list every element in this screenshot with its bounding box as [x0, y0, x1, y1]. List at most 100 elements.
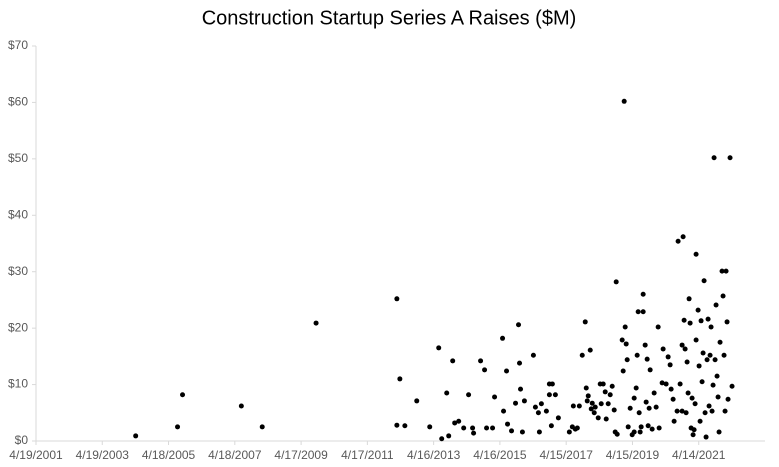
chart-title: Construction Startup Series A Raises ($M…	[202, 7, 577, 29]
x-tick-label: 4/19/2001	[9, 448, 63, 462]
point	[584, 398, 590, 404]
point	[538, 401, 544, 407]
point	[721, 352, 727, 358]
point	[707, 352, 713, 358]
point	[576, 403, 582, 409]
point	[655, 324, 661, 330]
point	[635, 309, 641, 315]
point	[659, 380, 665, 386]
point	[500, 335, 506, 341]
x-tick-label: 4/17/2011	[341, 448, 394, 462]
point	[645, 423, 651, 429]
point	[677, 381, 683, 387]
point	[603, 416, 609, 422]
point	[687, 320, 693, 326]
point	[589, 400, 595, 406]
point	[660, 346, 666, 352]
point	[621, 98, 627, 104]
point	[492, 394, 498, 400]
point	[674, 408, 680, 414]
point	[598, 401, 604, 407]
point	[546, 392, 552, 398]
point	[627, 405, 633, 411]
x-tick-label: 4/19/2003	[76, 448, 130, 462]
point	[636, 410, 642, 416]
point	[452, 420, 458, 426]
point	[690, 432, 696, 438]
point	[704, 357, 710, 363]
point	[600, 381, 606, 387]
y-tick-label: $30	[8, 264, 28, 278]
point	[693, 251, 699, 257]
x-tick-label: 4/14/2021	[672, 448, 726, 462]
point	[703, 434, 709, 440]
point	[549, 381, 555, 387]
point	[692, 401, 698, 407]
point	[640, 309, 646, 315]
point	[679, 408, 685, 414]
point	[705, 316, 711, 322]
point	[689, 395, 695, 401]
point	[607, 392, 613, 398]
point	[509, 428, 515, 434]
point	[614, 431, 620, 437]
point	[439, 436, 445, 442]
point	[504, 368, 510, 374]
point	[133, 433, 139, 439]
y-tick-label: $70	[8, 38, 28, 52]
point	[585, 393, 591, 399]
point	[671, 418, 677, 424]
point	[394, 296, 400, 302]
point	[470, 425, 476, 431]
point	[670, 396, 676, 402]
point	[685, 390, 691, 396]
point	[700, 350, 706, 356]
point	[682, 346, 688, 352]
point	[450, 358, 456, 364]
point	[402, 423, 408, 429]
point	[471, 430, 477, 436]
point	[651, 390, 657, 396]
point	[444, 390, 450, 396]
point	[633, 385, 639, 391]
point	[697, 418, 703, 424]
point	[519, 429, 525, 435]
point	[647, 367, 653, 373]
point	[710, 382, 716, 388]
point	[646, 405, 652, 411]
point	[696, 363, 702, 369]
y-tick-label: $10	[8, 377, 28, 391]
point	[729, 383, 735, 389]
point	[622, 324, 628, 330]
point	[583, 385, 589, 391]
point	[490, 425, 496, 431]
point	[722, 408, 728, 414]
point	[582, 319, 588, 325]
point	[712, 357, 718, 363]
point	[611, 407, 617, 413]
point	[637, 429, 643, 435]
point	[699, 379, 705, 385]
point	[461, 425, 467, 431]
point	[714, 373, 720, 379]
point	[695, 307, 701, 313]
point	[517, 360, 523, 366]
point	[530, 352, 536, 358]
point	[602, 389, 608, 395]
point	[175, 424, 181, 430]
point	[711, 155, 717, 161]
x-tick-label: 4/15/2017	[539, 448, 593, 462]
point	[624, 357, 630, 363]
point	[631, 395, 637, 401]
point	[446, 433, 452, 439]
point	[592, 404, 598, 410]
point	[724, 319, 730, 325]
x-tick-label: 4/17/2009	[274, 448, 328, 462]
y-tick-label: $50	[8, 151, 28, 165]
point	[683, 410, 689, 416]
x-tick-label: 4/18/2007	[208, 448, 262, 462]
point	[579, 352, 585, 358]
x-tick-label: 4/16/2013	[407, 448, 461, 462]
point	[675, 238, 681, 244]
